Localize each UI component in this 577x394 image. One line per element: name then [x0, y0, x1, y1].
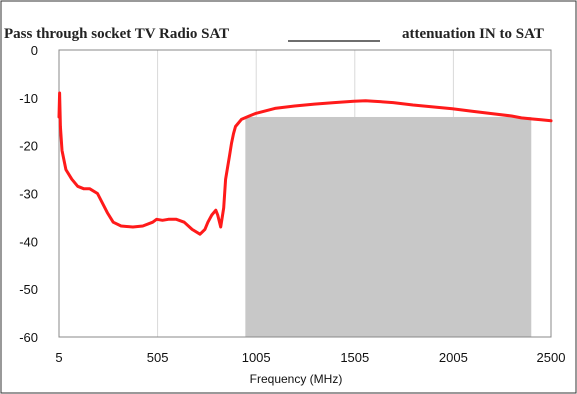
y-tick-label: 0 — [31, 43, 38, 58]
y-tick-label: -60 — [19, 330, 38, 345]
y-tick-label: -10 — [19, 91, 38, 106]
x-tick-label: 2500 — [537, 350, 566, 365]
legend-label: attenuation IN to SAT — [402, 26, 544, 42]
x-tick-label: 2005 — [439, 350, 468, 365]
series-line — [57, 91, 553, 236]
y-tick-label: -20 — [19, 139, 38, 154]
plot-border — [58, 49, 552, 338]
y-tick-labels: 0 -10 -20 -30 -40 -50 -60 — [19, 43, 38, 345]
y-tick-label: -30 — [19, 187, 38, 202]
x-axis-label: Frequency (MHz) — [250, 372, 343, 386]
data-series — [57, 91, 553, 236]
shaded-band — [245, 116, 532, 337]
x-tick-label: 1005 — [242, 350, 271, 365]
x-tick-label: 5 — [55, 350, 62, 365]
y-tick-label: -40 — [19, 234, 38, 249]
x-tick-label: 1505 — [340, 350, 369, 365]
x-tick-label: 505 — [147, 350, 169, 365]
shaded-region — [245, 116, 532, 337]
chart-title: Pass through socket TV Radio SAT — [4, 26, 229, 42]
x-tick-labels: 5 505 1005 1505 2005 2500 — [55, 350, 565, 365]
y-tick-label: -50 — [19, 282, 38, 297]
plot-area — [58, 49, 552, 338]
